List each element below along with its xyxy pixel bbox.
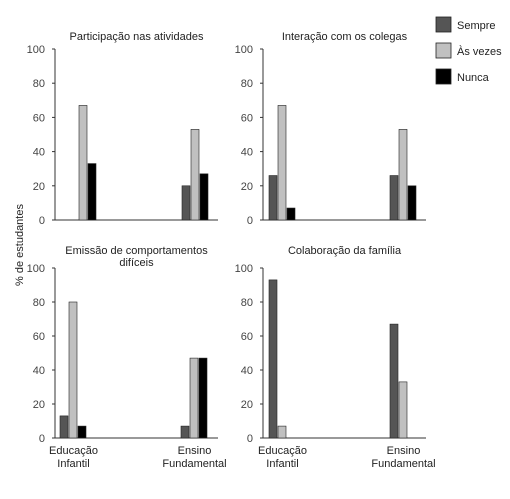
legend-swatch (435, 16, 452, 33)
y-tick-label: 40 (241, 147, 253, 159)
y-tick-label: 0 (247, 433, 253, 445)
bar (189, 357, 199, 439)
y-tick-label: 80 (33, 297, 45, 309)
legend-label: Nunca (457, 72, 490, 84)
bar (389, 175, 399, 221)
x-tick-label: Ensino Fundamental (371, 445, 435, 470)
chart-title: Interação com os colegas (282, 31, 408, 43)
bar (277, 105, 287, 221)
chart-panel: Participação nas atividades 0 20 40 60 80 100 (27, 31, 218, 227)
bar (77, 425, 87, 439)
y-tick-label: 80 (241, 78, 253, 90)
legend-swatch (435, 42, 452, 59)
bar (59, 415, 69, 439)
y-tick-label: 100 (235, 263, 253, 275)
legend: Sempre Às vezes Nunca (435, 16, 502, 85)
bar (199, 173, 209, 221)
chart-title: Participação nas atividades (70, 31, 204, 43)
bar (198, 357, 208, 439)
y-tick-label: 20 (33, 399, 45, 411)
y-tick-label: 0 (39, 433, 45, 445)
bar (268, 279, 278, 439)
bar (398, 381, 408, 439)
bar (398, 129, 408, 221)
y-tick-label: 40 (33, 365, 45, 377)
x-tick-label: Educação Infantil (49, 445, 98, 470)
legend-swatch (435, 68, 452, 85)
chart-panels: Participação nas atividades020406080100I… (27, 31, 436, 470)
bar (277, 425, 287, 439)
y-tick-label: 60 (33, 112, 45, 124)
y-tick-label: 20 (33, 181, 45, 193)
y-tick-label: 60 (241, 112, 253, 124)
bar (68, 301, 78, 439)
y-axis-label: % de estudantes (14, 204, 26, 286)
bar (87, 163, 97, 221)
bar (268, 175, 278, 221)
bar (190, 129, 200, 221)
y-tick-label: 100 (27, 263, 45, 275)
chart-panel: Emissão de comportamentos difíceis 0 20 40 60… (27, 245, 227, 470)
bar (78, 105, 88, 221)
bar (180, 425, 190, 439)
y-tick-label: 100 (235, 44, 253, 56)
y-tick-label: 100 (27, 44, 45, 56)
y-tick-label: 80 (241, 297, 253, 309)
y-tick-label: 40 (241, 365, 253, 377)
bar (389, 323, 399, 439)
x-tick-label: Educação Infantil (258, 445, 307, 470)
bar (181, 185, 191, 221)
chart-panel: Interação com os colegas 0 20 40 60 80 100 (235, 31, 426, 227)
y-tick-label: 80 (33, 78, 45, 90)
y-tick-label: 40 (33, 147, 45, 159)
y-tick-label: 20 (241, 181, 253, 193)
x-tick-label: Ensino Fundamental (162, 445, 226, 470)
bar (286, 207, 296, 221)
legend-label: Sempre (457, 20, 496, 32)
chart-title: Emissão de comportamentos difíceis (65, 245, 208, 269)
y-tick-label: 0 (247, 215, 253, 227)
bar (407, 185, 417, 221)
y-tick-label: 20 (241, 399, 253, 411)
y-tick-label: 60 (241, 331, 253, 343)
y-tick-label: 60 (33, 331, 45, 343)
y-tick-label: 0 (39, 215, 45, 227)
legend-label: Às vezes (457, 45, 502, 58)
chart-panel: Colaboração da família 0 20 40 60 80 100 Educaç… (235, 245, 436, 470)
chart-title: Colaboração da família (288, 245, 402, 257)
